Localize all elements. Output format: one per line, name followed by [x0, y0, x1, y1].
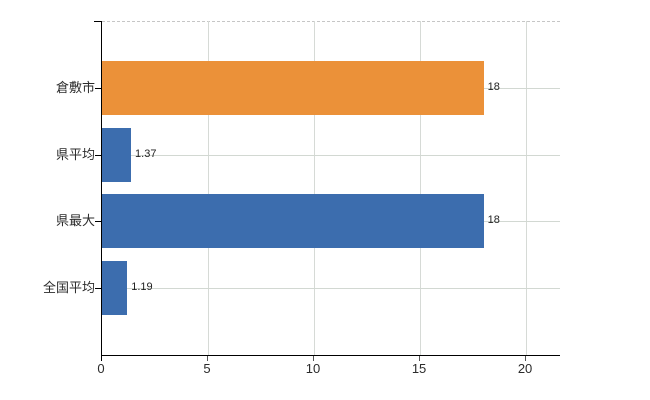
gridline-vertical — [420, 21, 422, 355]
bar-value-label: 1.19 — [131, 281, 153, 294]
bar-value-label: 18 — [487, 214, 500, 227]
plot-top-border — [102, 21, 560, 22]
plot-area — [101, 21, 560, 356]
gridline-horizontal — [102, 154, 560, 156]
y-axis-top-tick — [94, 21, 101, 22]
category-label: 県最大 — [55, 213, 95, 229]
bar-value-label: 18 — [487, 80, 500, 93]
y-tick — [95, 154, 101, 156]
bar[interactable] — [102, 60, 484, 115]
x-tick-label: 5 — [203, 361, 211, 376]
x-tick — [313, 356, 315, 361]
y-tick — [95, 87, 101, 89]
x-tick — [101, 356, 102, 361]
x-tick-label: 15 — [411, 361, 427, 376]
category-label: 全国平均 — [42, 280, 95, 296]
bar[interactable] — [102, 261, 128, 316]
y-tick — [95, 221, 101, 223]
x-tick-label: 10 — [305, 361, 321, 376]
gridline-vertical — [208, 21, 210, 355]
x-tick — [525, 356, 527, 361]
category-label: 倉敷市 — [55, 79, 95, 95]
bar-value-label: 1.37 — [135, 147, 157, 160]
x-tick-label: 20 — [517, 361, 533, 376]
bar[interactable] — [102, 127, 132, 182]
x-tick-label: 0 — [97, 361, 105, 376]
x-tick — [207, 356, 209, 361]
category-label: 県平均 — [55, 146, 95, 162]
gridline-vertical — [526, 21, 528, 355]
gridline-horizontal — [102, 288, 560, 290]
x-tick — [419, 356, 421, 361]
gridline-vertical — [314, 21, 316, 355]
y-tick — [95, 288, 101, 290]
bar[interactable] — [102, 194, 484, 249]
